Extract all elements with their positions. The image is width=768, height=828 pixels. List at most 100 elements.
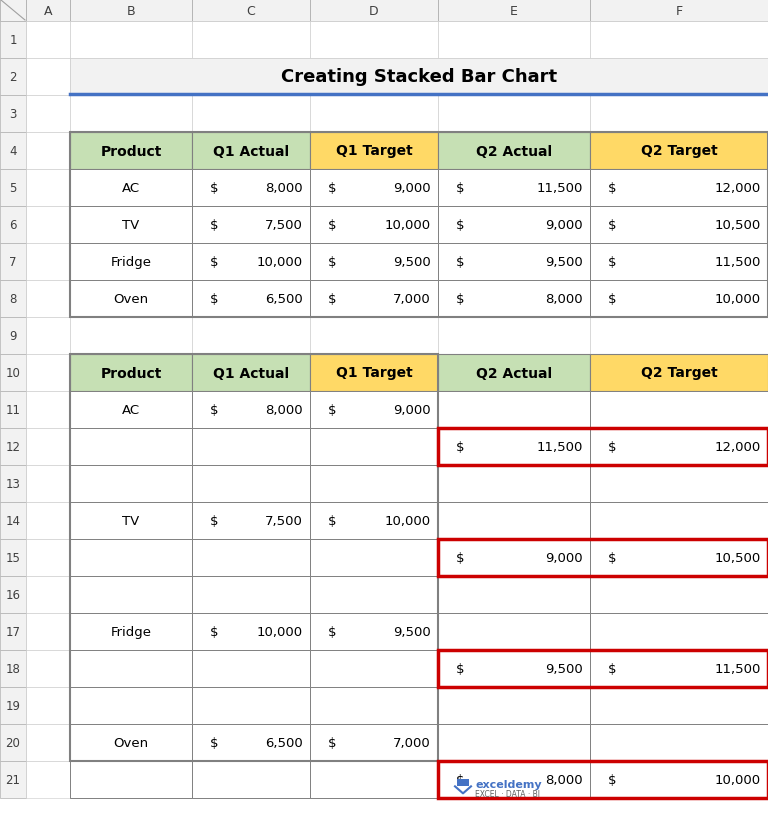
Text: 2: 2 [9, 71, 17, 84]
Bar [438, 539, 768, 576]
Text: 13: 13 [5, 478, 21, 490]
Bar [438, 354, 590, 392]
Bar [590, 281, 768, 318]
Bar [70, 503, 192, 539]
Bar [438, 614, 590, 650]
Text: $: $ [456, 773, 465, 786]
Text: Q2 Actual: Q2 Actual [476, 366, 552, 380]
Bar [590, 132, 768, 170]
Bar [70, 724, 192, 761]
Bar [70, 465, 192, 503]
Bar [590, 170, 768, 207]
Text: 6,500: 6,500 [265, 292, 303, 306]
Bar [310, 132, 438, 170]
Text: 10,500: 10,500 [715, 219, 761, 232]
Text: 21: 21 [5, 773, 21, 786]
Text: 10,000: 10,000 [257, 625, 303, 638]
Bar [192, 392, 310, 428]
Text: $: $ [456, 256, 465, 268]
Bar [310, 59, 438, 96]
Bar [310, 428, 438, 465]
Bar [310, 465, 438, 503]
Bar [26, 465, 70, 503]
Bar [438, 761, 768, 798]
Text: $: $ [456, 292, 465, 306]
Bar [438, 503, 590, 539]
Bar [70, 650, 192, 687]
Text: 3: 3 [9, 108, 17, 121]
Text: 9,000: 9,000 [545, 219, 583, 232]
Bar [0, 539, 26, 576]
Bar [310, 428, 438, 465]
Bar [192, 132, 310, 170]
Bar [590, 243, 768, 281]
Text: D: D [369, 4, 379, 17]
Bar [70, 687, 192, 724]
Text: 11,500: 11,500 [537, 182, 583, 195]
Bar [310, 724, 438, 761]
Bar [438, 428, 590, 465]
Bar [26, 761, 70, 798]
Bar [310, 539, 438, 576]
Bar [310, 207, 438, 243]
Text: $: $ [328, 256, 336, 268]
Bar [590, 576, 768, 614]
Text: 14: 14 [5, 514, 21, 527]
Bar [310, 281, 438, 318]
Bar [590, 539, 768, 576]
Text: 9,500: 9,500 [545, 256, 583, 268]
Bar [70, 539, 192, 576]
Bar [192, 354, 310, 392]
Text: 19: 19 [5, 699, 21, 712]
Bar [438, 243, 590, 281]
Bar [310, 207, 438, 243]
Bar [310, 354, 438, 392]
Text: 9,500: 9,500 [393, 256, 431, 268]
Bar [310, 0, 438, 22]
Bar [310, 687, 438, 724]
Bar [590, 428, 768, 465]
Bar [26, 724, 70, 761]
Bar [26, 318, 70, 354]
Bar [192, 650, 310, 687]
Text: Fridge: Fridge [111, 625, 151, 638]
Bar [70, 650, 192, 687]
Bar [70, 392, 192, 428]
Text: 7,500: 7,500 [265, 514, 303, 527]
Text: $: $ [456, 662, 465, 675]
Bar [590, 503, 768, 539]
Bar [310, 243, 438, 281]
Text: Q1 Target: Q1 Target [336, 366, 412, 380]
Bar [590, 724, 768, 761]
Bar [26, 207, 70, 243]
Bar [590, 539, 768, 576]
Bar [192, 281, 310, 318]
Text: 8: 8 [9, 292, 17, 306]
Bar [192, 0, 310, 22]
Text: 1: 1 [9, 34, 17, 47]
Text: Q1 Target: Q1 Target [336, 144, 412, 158]
Bar [70, 354, 438, 761]
Bar [438, 243, 590, 281]
Bar [438, 59, 590, 96]
Bar [192, 576, 310, 614]
Bar [590, 465, 768, 503]
Text: $: $ [456, 551, 465, 565]
Bar [438, 576, 590, 614]
Text: $: $ [328, 182, 336, 195]
Text: Q1 Actual: Q1 Actual [213, 366, 289, 380]
Bar [70, 243, 192, 281]
Bar [310, 354, 438, 392]
Text: 18: 18 [5, 662, 21, 675]
Bar [310, 243, 438, 281]
Text: TV: TV [122, 219, 140, 232]
Bar [438, 170, 590, 207]
Bar [192, 207, 310, 243]
Text: Creating Stacked Bar Chart: Creating Stacked Bar Chart [281, 69, 557, 86]
Bar [192, 761, 310, 798]
Bar [192, 170, 310, 207]
Text: Q1 Actual: Q1 Actual [213, 144, 289, 158]
Bar [192, 539, 310, 576]
Bar [192, 761, 310, 798]
Bar [70, 132, 192, 170]
